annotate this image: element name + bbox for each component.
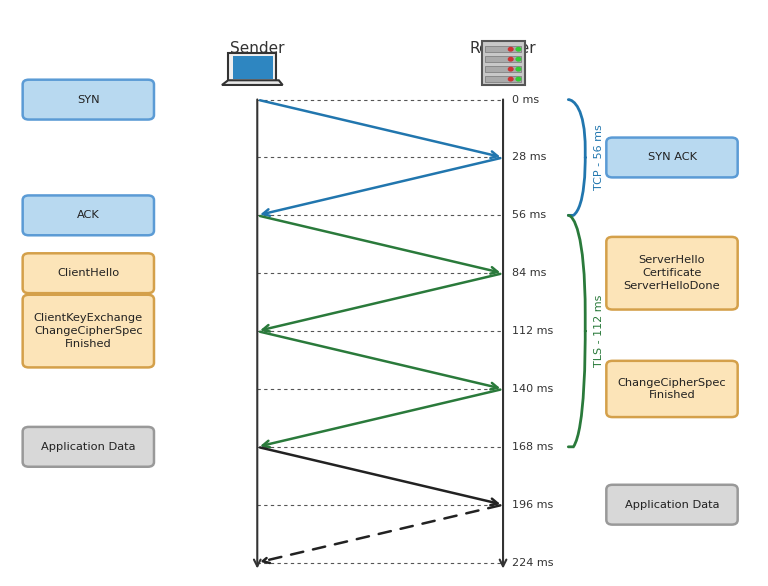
Text: Receiver: Receiver xyxy=(470,40,536,56)
Text: Application Data: Application Data xyxy=(624,500,720,510)
FancyBboxPatch shape xyxy=(485,46,521,52)
FancyBboxPatch shape xyxy=(485,66,521,72)
Circle shape xyxy=(516,57,521,61)
Text: 84 ms: 84 ms xyxy=(512,268,547,278)
Text: TLS - 112 ms: TLS - 112 ms xyxy=(594,295,604,367)
Text: 140 ms: 140 ms xyxy=(512,384,554,394)
FancyBboxPatch shape xyxy=(482,41,525,85)
Polygon shape xyxy=(222,80,283,85)
Text: 196 ms: 196 ms xyxy=(512,500,554,510)
Circle shape xyxy=(516,67,521,71)
FancyBboxPatch shape xyxy=(23,196,154,236)
FancyBboxPatch shape xyxy=(23,253,154,293)
Text: 56 ms: 56 ms xyxy=(512,210,546,220)
Circle shape xyxy=(508,57,513,61)
Text: ChangeCipherSpec
Finished: ChangeCipherSpec Finished xyxy=(617,377,727,400)
Circle shape xyxy=(508,77,513,81)
Text: 168 ms: 168 ms xyxy=(512,442,554,452)
FancyBboxPatch shape xyxy=(23,295,154,367)
Polygon shape xyxy=(233,56,273,79)
Text: ClientKeyExchange
ChangeCipherSpec
Finished: ClientKeyExchange ChangeCipherSpec Finis… xyxy=(34,314,143,349)
Text: 28 ms: 28 ms xyxy=(512,152,547,162)
Text: ServerHello
Certificate
ServerHelloDone: ServerHello Certificate ServerHelloDone xyxy=(624,255,720,291)
Circle shape xyxy=(516,77,521,81)
Text: SYN: SYN xyxy=(77,94,100,105)
Text: 0 ms: 0 ms xyxy=(512,94,539,105)
FancyBboxPatch shape xyxy=(23,80,154,120)
Circle shape xyxy=(508,67,513,71)
Polygon shape xyxy=(228,53,276,82)
FancyBboxPatch shape xyxy=(23,427,154,466)
Text: 224 ms: 224 ms xyxy=(512,557,554,568)
Text: Sender: Sender xyxy=(230,40,284,56)
Text: ClientHello: ClientHello xyxy=(57,268,120,278)
FancyBboxPatch shape xyxy=(607,138,737,178)
Text: SYN ACK: SYN ACK xyxy=(647,152,697,162)
Text: TCP - 56 ms: TCP - 56 ms xyxy=(594,125,604,190)
Circle shape xyxy=(516,47,521,51)
FancyBboxPatch shape xyxy=(607,237,737,309)
Text: Application Data: Application Data xyxy=(41,442,136,452)
FancyBboxPatch shape xyxy=(485,76,521,82)
FancyBboxPatch shape xyxy=(607,361,737,417)
Circle shape xyxy=(508,47,513,51)
FancyBboxPatch shape xyxy=(485,56,521,62)
Text: 112 ms: 112 ms xyxy=(512,326,554,336)
FancyBboxPatch shape xyxy=(607,485,737,524)
Text: ACK: ACK xyxy=(77,210,100,220)
